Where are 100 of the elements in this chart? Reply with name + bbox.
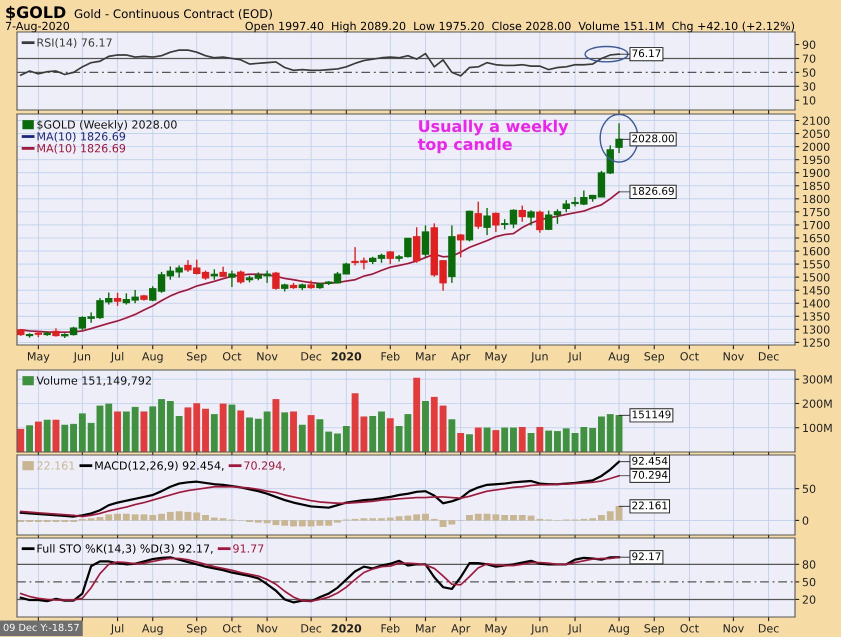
bar <box>457 433 464 452</box>
bar <box>440 520 446 528</box>
candlestick <box>527 210 535 226</box>
bar <box>518 426 526 452</box>
bar <box>474 427 482 452</box>
legend-label: Volume 151,149,792 <box>36 376 151 386</box>
bar <box>149 515 156 521</box>
legend-label: $GOLD (Weekly) 2028.00 <box>37 120 177 131</box>
x-tick-label: Dec <box>758 352 779 361</box>
y-tick-label: 50 <box>802 484 816 494</box>
legend-label: MA(10) 1826.69 <box>38 132 126 142</box>
bar <box>193 403 200 452</box>
x-tick-label: Mar <box>416 624 436 633</box>
bar <box>202 408 209 452</box>
bar <box>572 433 578 452</box>
bar <box>290 411 297 452</box>
chart-subtitle: Gold - Continuous Contract (EOD) <box>74 9 272 20</box>
bar <box>396 426 403 452</box>
x-tick-label: Nov <box>257 624 278 633</box>
candlestick <box>474 201 482 230</box>
candlestick <box>210 268 218 280</box>
bar <box>378 411 385 452</box>
x-tick-label: 2020 <box>332 624 362 633</box>
y-tick-label: 50 <box>802 578 816 586</box>
y-tick-label: 70 <box>802 54 816 63</box>
y-tick-label: 10 <box>803 96 816 105</box>
candlestick <box>483 207 491 236</box>
legend-label: MACD(12,26,9) 92.454, <box>95 461 224 472</box>
x-tick-label: Oct <box>680 624 699 633</box>
x-tick-label: Aug <box>142 352 163 363</box>
candlestick <box>272 271 280 290</box>
x-tick-label: Dec <box>301 352 322 361</box>
bar <box>26 425 33 452</box>
line-series <box>20 49 620 77</box>
bar <box>114 514 121 521</box>
x-tick-label: Jun <box>530 624 548 635</box>
bar <box>422 514 429 521</box>
x-tick-label: Jun <box>530 352 548 363</box>
x-tick-label: Apr <box>451 352 470 363</box>
candlestick <box>518 204 526 222</box>
bar <box>554 431 561 452</box>
bar <box>308 415 315 452</box>
candlestick <box>536 210 544 234</box>
bar <box>369 416 376 452</box>
annotation: 70.294 <box>632 470 668 479</box>
annotation: 76.17 <box>632 49 660 58</box>
bar <box>281 412 288 452</box>
x-tick-label: Apr <box>451 624 470 635</box>
bar <box>228 404 236 452</box>
x-tick-label: Nov <box>724 352 744 361</box>
annotation: 2028.00 <box>632 134 674 142</box>
y-tick-label: 1750 <box>803 208 830 216</box>
bar <box>448 419 456 452</box>
x-tick-label: Jul <box>110 352 124 363</box>
x-tick-label: Oct <box>222 624 242 633</box>
candlestick <box>237 270 244 284</box>
x-tick-label: Aug <box>142 624 163 635</box>
legend-label: MA(10) 1826.69 <box>38 144 126 154</box>
x-tick-label: May <box>28 352 50 363</box>
annotation: 92.454 <box>632 456 668 465</box>
bar <box>272 399 280 452</box>
bar <box>149 406 156 452</box>
bar <box>448 520 456 524</box>
bar <box>96 516 104 521</box>
x-tick-label: May <box>485 624 508 635</box>
bar <box>518 515 526 521</box>
bar <box>606 511 614 521</box>
bar <box>70 424 77 452</box>
chart-title: $GOLD <box>6 6 66 20</box>
candlestick <box>492 212 500 233</box>
bar <box>52 420 60 452</box>
y-tick-label: 2050 <box>802 130 830 138</box>
bar <box>484 514 490 521</box>
x-tick-label: Nov <box>724 624 744 633</box>
bar <box>474 514 482 521</box>
y-tick-label: 1950 <box>803 156 830 164</box>
bar <box>598 515 605 521</box>
bar <box>545 430 552 452</box>
bar <box>34 422 42 452</box>
bar <box>237 410 244 452</box>
x-tick-label: Dec <box>301 624 322 633</box>
candlestick <box>422 224 430 258</box>
y-tick-label: 1600 <box>803 247 830 256</box>
y-tick-label: 300M <box>802 375 832 384</box>
bar <box>413 378 420 452</box>
bar <box>184 407 192 452</box>
bar <box>510 427 517 452</box>
line-series <box>20 474 620 518</box>
bar <box>360 416 368 452</box>
bar <box>466 434 473 452</box>
annotation: 7-Aug-2020 <box>6 22 70 32</box>
bar <box>466 515 473 521</box>
line-series <box>20 460 620 518</box>
bar <box>484 427 490 452</box>
y-tick-label: 80 <box>802 560 816 569</box>
x-tick-label: Oct <box>222 352 242 361</box>
x-tick-label: Oct <box>680 352 699 361</box>
bar <box>342 426 350 452</box>
x-tick-label: Dec <box>758 624 779 633</box>
bar <box>158 514 165 521</box>
